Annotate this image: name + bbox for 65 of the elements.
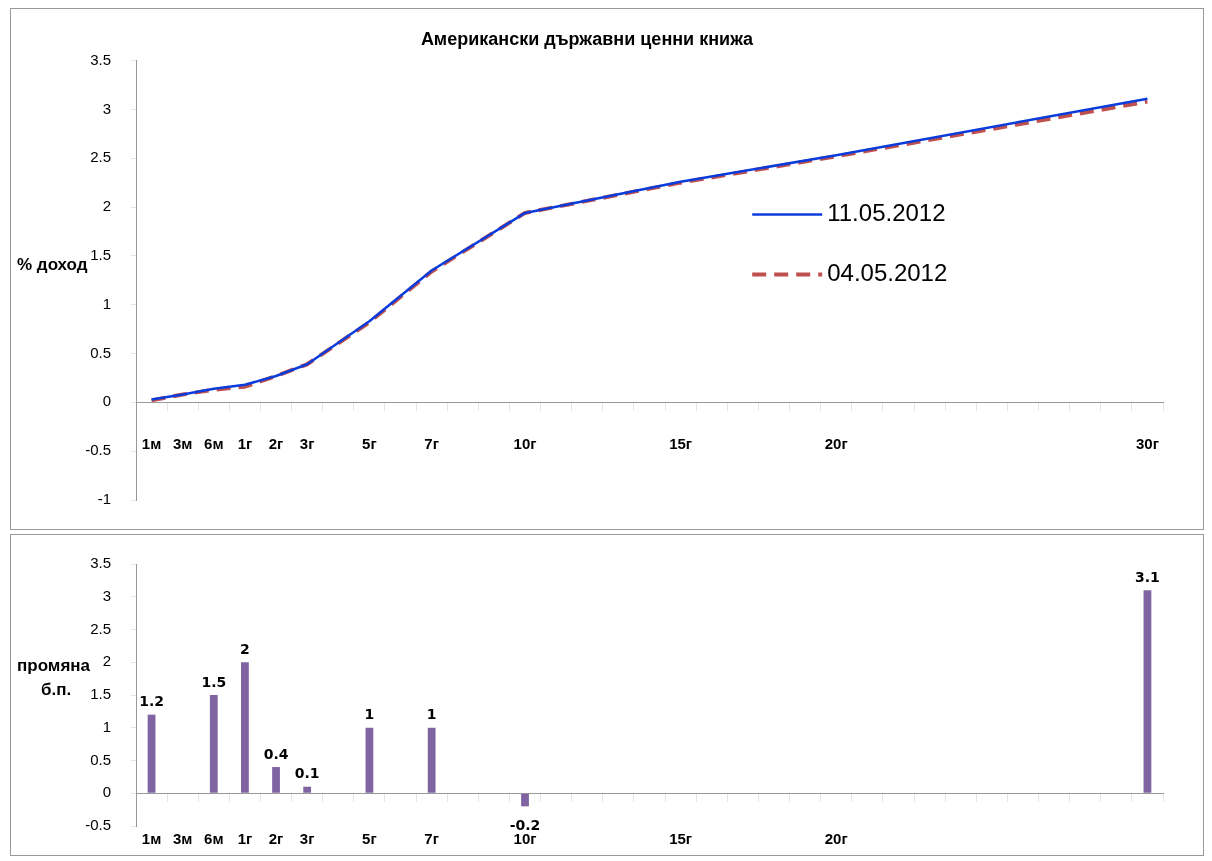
x-tick-label: 1м (141, 830, 162, 848)
chart-title: Американски държавни ценни книжа (420, 28, 755, 49)
x-tick-label: 5г (362, 830, 377, 848)
y-tick-label: 2.5 (90, 148, 111, 166)
data-label: 0.4 (263, 745, 289, 762)
bar (1143, 590, 1152, 793)
y-tick-label: 0.5 (90, 343, 111, 361)
x-tick-label: 7г (424, 435, 439, 453)
x-tick-label: 3м (172, 830, 193, 848)
y-tick-label: 3.5 (90, 554, 111, 572)
bar (427, 727, 436, 793)
y-tick-label: -0.5 (85, 441, 111, 459)
y-tick-label: 1.5 (90, 685, 111, 703)
bar (241, 662, 249, 793)
data-label: 3.1 (1135, 568, 1160, 585)
x-tick-label: 2г (268, 435, 284, 453)
data-label: 1 (426, 706, 437, 723)
y-tick-label: 2 (102, 652, 111, 670)
bar (303, 786, 312, 793)
bar (272, 767, 280, 793)
x-tick-label: 2г (268, 830, 284, 848)
y-tick-label: 1 (102, 294, 111, 312)
y-tick-label: 0 (102, 392, 111, 410)
data-label: 1 (364, 706, 375, 723)
x-tick-label: 10г (513, 830, 537, 848)
legend-label: 11.05.2012 (827, 199, 946, 227)
y-tick-label: -0.5 (85, 816, 111, 834)
bar (521, 793, 529, 807)
x-tick-label: 6м (204, 830, 224, 848)
y-axis-title: промяна б.п. (17, 656, 91, 700)
x-tick-label: 5г (362, 435, 377, 453)
y-tick-label: 1 (102, 717, 111, 735)
x-tick-label: 1м (141, 435, 162, 453)
legend-label: 04.05.2012 (827, 259, 948, 287)
x-tick-label: 7г (424, 830, 439, 848)
x-tick-label: 15г (669, 435, 693, 453)
y-tick-label: 3.5 (90, 50, 111, 68)
y-tick-label: 3 (102, 99, 111, 117)
y-tick-label: 2 (102, 197, 111, 215)
x-tick-label: 1г (237, 435, 253, 453)
x-tick-label: 30г (1135, 435, 1159, 453)
bar (365, 727, 374, 793)
data-label: 1.5 (201, 673, 227, 690)
data-label: 0.1 (294, 765, 320, 782)
y-tick-label: 3 (102, 586, 111, 604)
bar (147, 714, 156, 793)
x-tick-label: 20г (824, 435, 848, 453)
data-label: 2 (240, 640, 250, 657)
y-tick-label: 1.5 (90, 246, 111, 264)
data-label: -0.2 (509, 816, 541, 833)
x-tick-label: 15г (669, 830, 693, 848)
x-tick-label: 6м (204, 435, 224, 453)
data-label: 1.2 (139, 693, 164, 710)
x-tick-label: 10г (513, 435, 537, 453)
bar (209, 695, 218, 793)
x-tick-label: 3м (172, 435, 193, 453)
y-axis-title: % доход (17, 255, 88, 275)
x-tick-label: 3г (299, 435, 315, 453)
y-tick-label: 0.5 (90, 750, 111, 768)
y-tick-label: 2.5 (90, 619, 111, 637)
x-tick-label: 1г (237, 830, 253, 848)
y-tick-label: -1 (97, 490, 111, 508)
x-tick-label: 20г (824, 830, 848, 848)
x-tick-label: 3г (299, 830, 315, 848)
y-tick-label: 0 (102, 783, 111, 801)
